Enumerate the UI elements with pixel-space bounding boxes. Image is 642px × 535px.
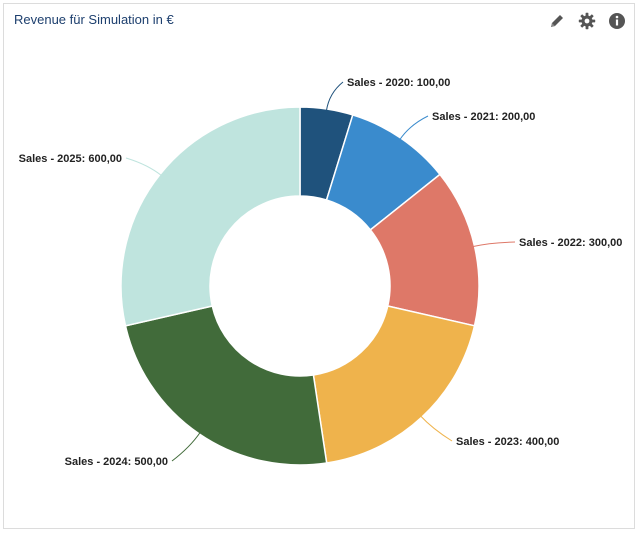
info-icon[interactable]	[606, 10, 628, 32]
pencil-icon[interactable]	[546, 10, 568, 32]
slice-6[interactable]	[120, 106, 301, 327]
panel-toolbar	[546, 10, 628, 32]
leader-line-4	[420, 415, 453, 442]
leader-line-2	[399, 115, 429, 141]
slice-4[interactable]	[312, 305, 476, 464]
data-label-2: Sales - 2021: 200,00	[432, 111, 535, 123]
leader-line-1	[325, 81, 344, 112]
data-label-5: Sales - 2024: 500,00	[65, 456, 168, 468]
data-label-6: Sales - 2025: 600,00	[19, 153, 122, 165]
data-label-4: Sales - 2023: 400,00	[456, 436, 559, 448]
leader-line-3	[472, 241, 516, 248]
leader-line-5	[171, 431, 201, 462]
slice-5[interactable]	[124, 305, 328, 466]
leader-line-6	[125, 157, 162, 177]
gear-icon[interactable]	[576, 10, 598, 32]
data-label-3: Sales - 2022: 300,00	[519, 237, 622, 249]
data-label-1: Sales - 2020: 100,00	[347, 77, 450, 89]
panel-title: Revenue für Simulation in €	[14, 12, 174, 27]
